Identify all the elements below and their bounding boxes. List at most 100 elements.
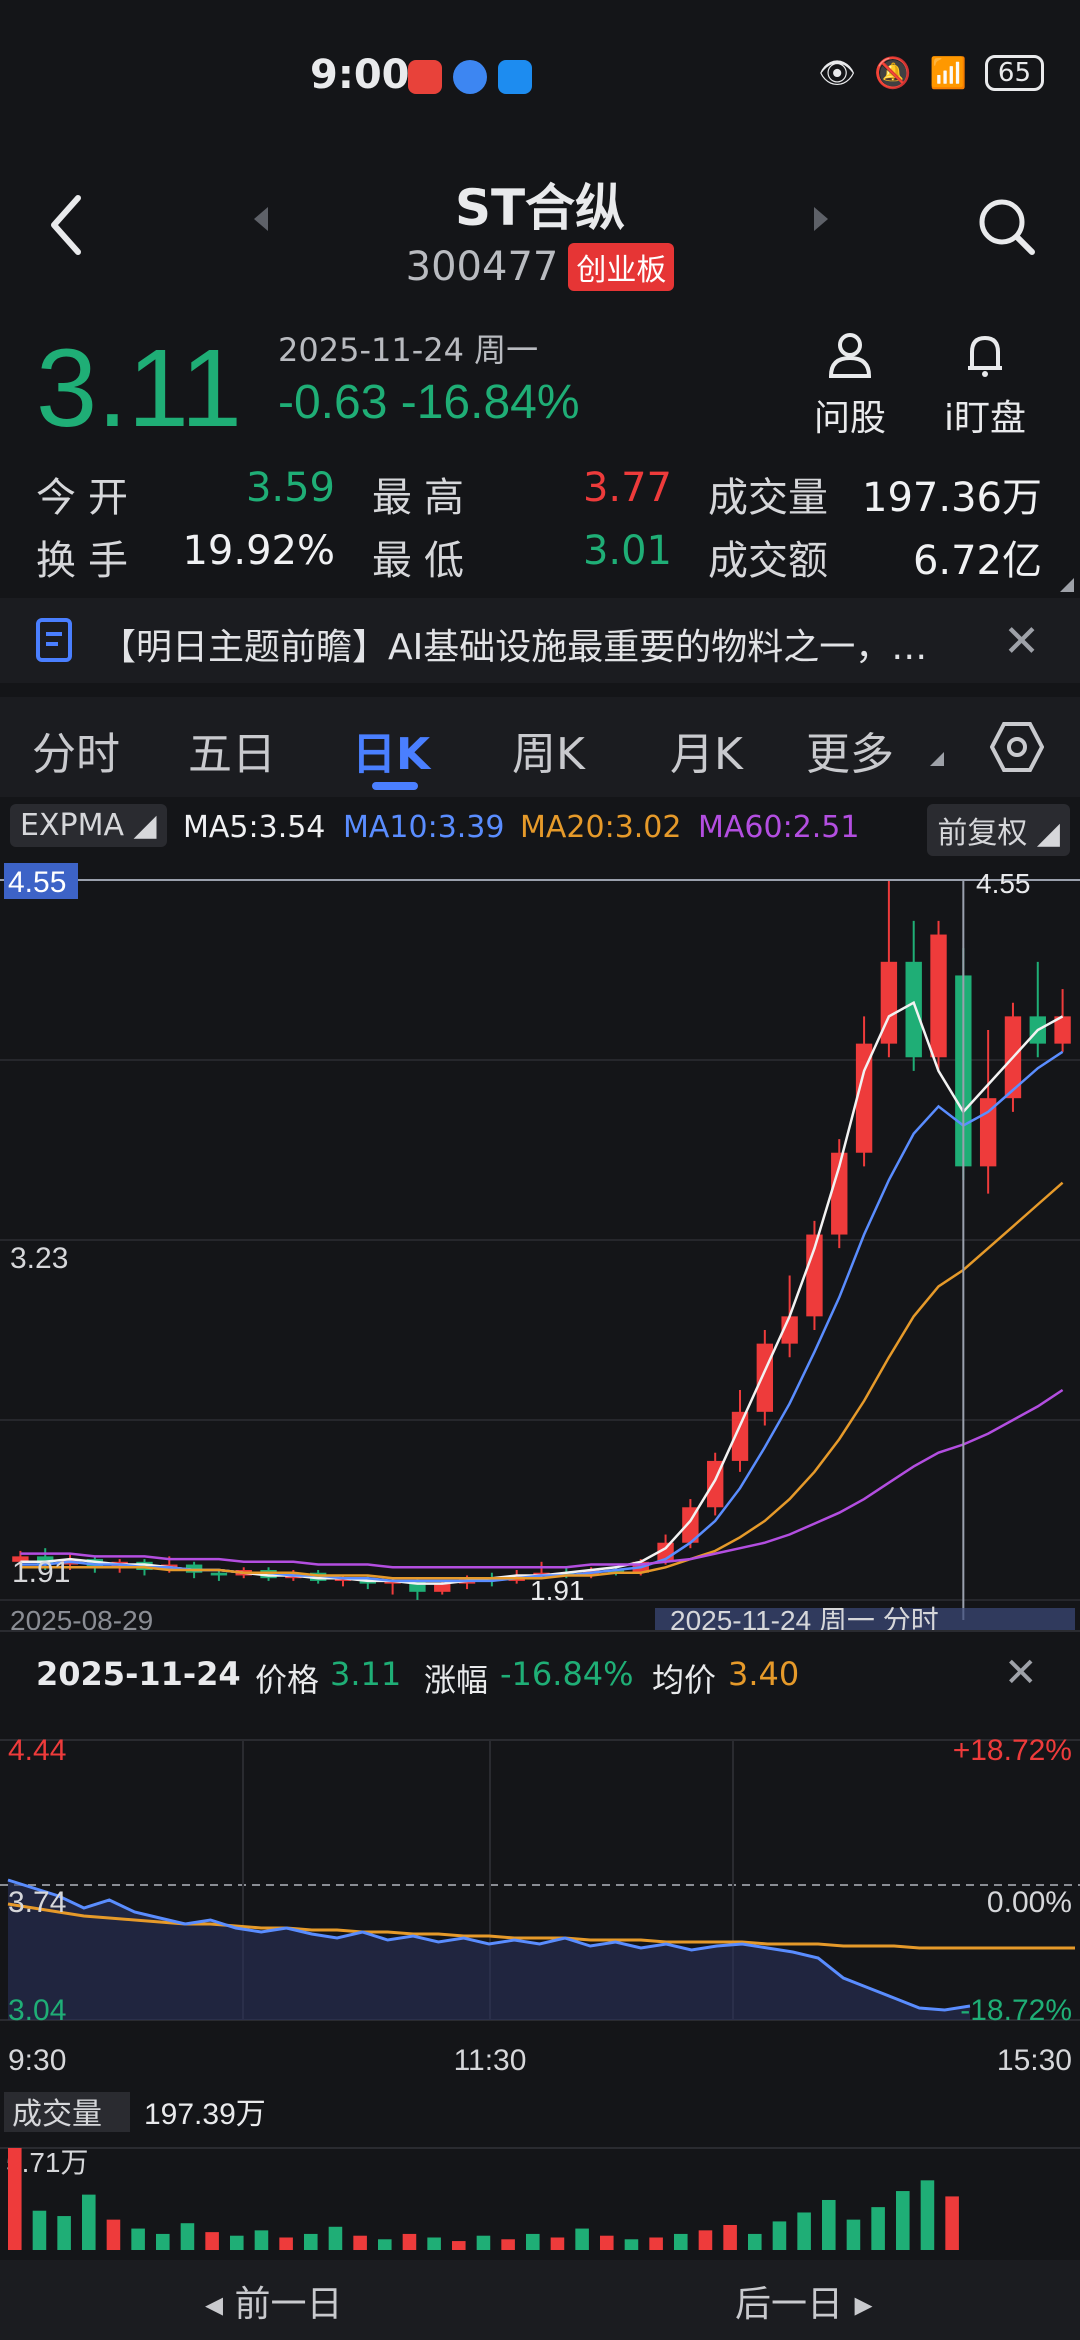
volume-bar	[920, 2180, 935, 2250]
ma-line-ma20	[20, 1181, 1064, 1580]
back-button[interactable]	[40, 190, 100, 260]
search-app-icon	[498, 60, 532, 94]
volume-bar	[82, 2194, 96, 2250]
candle-body	[210, 1572, 228, 1576]
tab-daily-k[interactable]: 日K	[352, 729, 431, 780]
intraday-avg-line	[7, 1902, 1075, 1950]
prev-day-label: 前一日	[234, 2284, 343, 2325]
ma5-label: MA5:3.54	[183, 810, 326, 845]
crosshair-date-tag	[655, 1608, 1075, 1630]
volume-bar	[600, 2235, 614, 2250]
stock-title: ST合纵	[454, 179, 626, 237]
candle-body	[309, 1572, 327, 1581]
volume-bar	[575, 2228, 589, 2250]
news-banner[interactable]: 【明日主题前瞻】AI基础设施最重要的物料之一，… ✕	[0, 598, 1080, 683]
candle-body	[12, 1556, 29, 1562]
ma-line-ma60	[20, 1388, 1064, 1569]
kline-chart[interactable]: 4.55 3.23 1.91 4.55 1.91 2025-11-24 周一 分…	[0, 860, 1080, 1630]
candle-body	[86, 1559, 104, 1568]
candle-body	[136, 1561, 153, 1570]
turnover-value: 19.92%	[182, 528, 335, 574]
volume-bar	[772, 2221, 787, 2250]
candle-body	[831, 1152, 848, 1235]
ask-stock-label: 问股	[813, 398, 886, 439]
tab-intraday[interactable]: 分时	[32, 729, 120, 780]
volume-bar	[649, 2237, 663, 2250]
open-label: 今开	[36, 475, 140, 521]
volume-bar	[328, 2226, 343, 2250]
volume-tag-bg	[4, 2092, 130, 2132]
next-day-button[interactable]: 后一日 ▸	[735, 2284, 873, 2325]
volume-bar	[846, 2219, 861, 2250]
intraday-area-fill	[8, 1880, 970, 2020]
candle-body	[756, 1343, 774, 1412]
candle-body	[409, 1580, 426, 1592]
tab-more[interactable]: 更多	[806, 729, 894, 780]
volume-bar	[402, 2233, 417, 2250]
low-value: 3.01	[582, 528, 672, 574]
volume-bar	[106, 2219, 121, 2250]
eye-icon: 👁	[818, 55, 857, 91]
intraday-y-mid-pct: 0.00%	[987, 1886, 1072, 1919]
settings-hex-icon[interactable]	[990, 720, 1044, 774]
candle-body	[558, 1572, 575, 1576]
intraday-avg-label: 均价	[652, 1661, 717, 1699]
volume-bar	[131, 2228, 145, 2250]
intraday-chart[interactable]: 4.44 +18.72% 3.74 0.00% 3.04 -18.72% 9:3…	[0, 1720, 1080, 2260]
volume-bar	[378, 2239, 392, 2250]
ma-line-ma10	[20, 1050, 1064, 1583]
stock-code: 300477	[405, 244, 559, 290]
close-icon[interactable]: ✕	[1003, 616, 1040, 667]
volume-bar	[452, 2241, 466, 2250]
volume-bar	[205, 2232, 219, 2250]
bell-icon	[968, 335, 1002, 377]
close-icon[interactable]: ✕	[1004, 1650, 1038, 1696]
amount-label: 成交额	[708, 538, 828, 584]
volume-bar	[180, 2223, 195, 2250]
volume-bar	[797, 2212, 811, 2250]
volume-bar	[501, 2239, 515, 2250]
tab-five-day[interactable]: 五日	[188, 729, 276, 780]
next-stock-arrow-icon[interactable]	[812, 205, 830, 233]
crosshair-date-text: 2025-11-24 周一 分时	[670, 1605, 939, 1630]
intraday-pct-label: 涨幅	[424, 1661, 489, 1699]
active-tab-underline	[372, 782, 418, 790]
volume-bar	[748, 2233, 762, 2250]
adjust-dropdown[interactable]: 前复权 ◢	[927, 804, 1070, 856]
x-start-date: 2025-08-29	[10, 1605, 153, 1630]
turnover-label: 换手	[36, 538, 140, 584]
expma-label: EXPMA	[20, 808, 125, 843]
watch-label: i盯盘	[943, 398, 1026, 439]
volume-bar	[871, 2207, 885, 2250]
more-dropdown-icon[interactable]	[930, 752, 944, 766]
period-tabs	[0, 697, 1080, 797]
search-icon[interactable]	[975, 195, 1037, 257]
ma20-label: MA20:3.02	[520, 810, 682, 845]
mute-icon: 🔕	[874, 55, 912, 91]
expand-corner-icon[interactable]	[1060, 578, 1074, 592]
volume-bar	[279, 2237, 293, 2250]
intraday-price-label: 价格	[255, 1661, 320, 1699]
status-indicators: 👁 🔕 📶 65	[818, 55, 1044, 91]
volume-bar	[57, 2216, 71, 2250]
watch-button[interactable]: i盯盘	[935, 330, 1035, 441]
volume-bar	[896, 2191, 910, 2250]
volume-bar	[723, 2224, 737, 2250]
adjust-label: 前复权	[937, 816, 1028, 851]
high-value: 3.77	[582, 465, 672, 511]
intraday-header	[0, 1630, 1080, 1722]
candle-body	[384, 1580, 401, 1584]
user-icon	[828, 333, 872, 378]
code-line: 300477 创业板	[0, 243, 1080, 291]
intraday-pct: -16.84%	[500, 1655, 634, 1693]
volume-bar	[8, 2148, 22, 2250]
prev-day-button[interactable]: ◂ 前一日	[205, 2284, 343, 2325]
ask-stock-button[interactable]: 问股	[800, 330, 900, 441]
volume-bar	[822, 2199, 836, 2250]
tab-monthly-k[interactable]: 月K	[670, 729, 743, 780]
tab-weekly-k[interactable]: 周K	[512, 729, 585, 780]
prev-stock-arrow-icon[interactable]	[252, 205, 270, 233]
expma-dropdown[interactable]: EXPMA ◢	[10, 804, 167, 847]
ma10-label: MA10:3.39	[343, 810, 505, 845]
candle-body	[607, 1570, 625, 1573]
